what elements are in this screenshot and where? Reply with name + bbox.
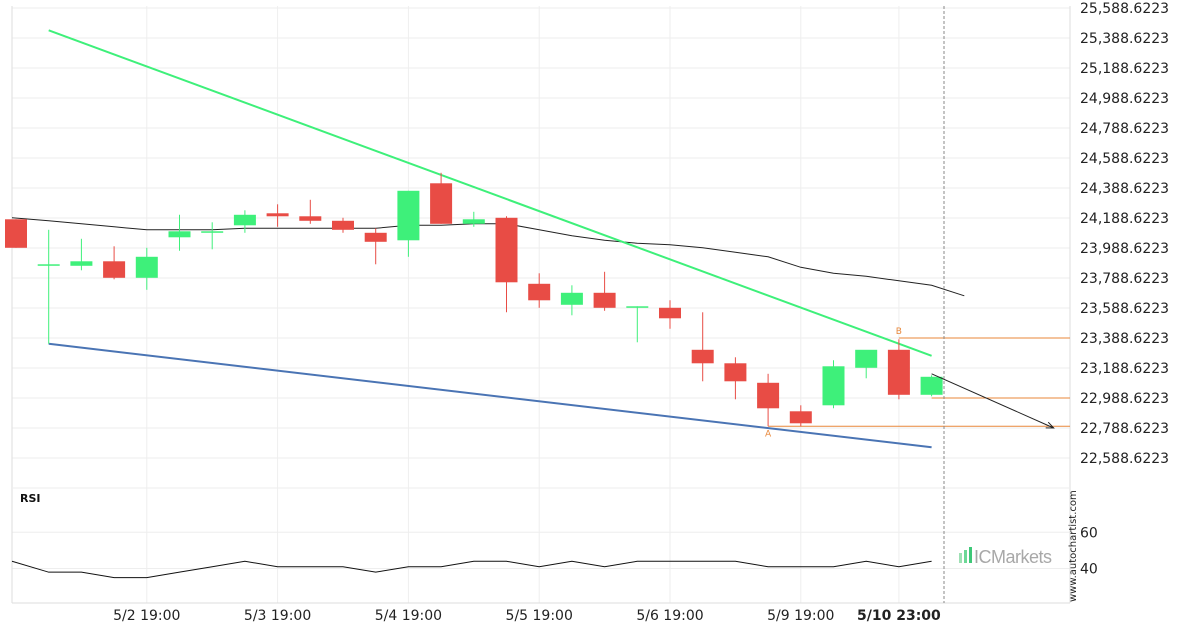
candle-body xyxy=(299,216,322,221)
price-tick-label: 24,188.6223 xyxy=(1080,211,1169,227)
candles-layer xyxy=(5,172,943,427)
candle-body xyxy=(5,219,27,248)
candle-body xyxy=(168,231,191,238)
candle-body xyxy=(397,190,420,241)
candle-body xyxy=(724,363,747,382)
time-tick-label: 5/3 19:00 xyxy=(244,608,311,624)
candle-body xyxy=(462,219,485,224)
candle-body xyxy=(135,256,158,278)
candle-body xyxy=(593,292,616,308)
candle-body xyxy=(757,382,780,409)
candle-body xyxy=(37,264,60,266)
candle-body xyxy=(495,217,518,283)
rsi-panel-title: RSI xyxy=(20,492,41,505)
price-tick-label: 23,188.6223 xyxy=(1080,361,1169,377)
upper-trendline xyxy=(48,29,932,357)
logo-text: ICMarkets xyxy=(974,547,1052,567)
candle-body xyxy=(691,349,714,364)
time-tick-label: 5/6 19:00 xyxy=(636,608,703,624)
moving-average-layer xyxy=(11,217,965,297)
rsi-tick-label: 60 xyxy=(1080,525,1098,541)
rsi-panel: RSI 60 40 xyxy=(11,492,1098,579)
price-tick-label: 24,988.6223 xyxy=(1080,91,1169,107)
price-tick-label: 23,988.6223 xyxy=(1080,241,1169,257)
price-tick-label: 25,388.6223 xyxy=(1080,31,1169,47)
pattern-point-label: A xyxy=(765,429,772,439)
candle-body xyxy=(789,411,812,424)
candle-body xyxy=(560,292,583,305)
candle-body xyxy=(920,376,943,395)
candle-body xyxy=(364,232,387,242)
candle-body xyxy=(855,349,878,368)
price-tick-label: 25,588.6223 xyxy=(1080,1,1169,17)
price-tick-label: 24,388.6223 xyxy=(1080,181,1169,197)
price-tick-label: 23,588.6223 xyxy=(1080,301,1169,317)
time-tick-label: 5/2 19:00 xyxy=(113,608,180,624)
candle-body xyxy=(822,366,845,406)
candle-body xyxy=(430,183,453,224)
price-tick-label: 22,988.6223 xyxy=(1080,391,1169,407)
price-tick-label: 23,388.6223 xyxy=(1080,331,1169,347)
price-tick-label: 22,788.6223 xyxy=(1080,421,1169,437)
price-tick-label: 25,188.6223 xyxy=(1080,61,1169,77)
lower-trendline xyxy=(48,342,932,449)
level-lines-layer: BA xyxy=(765,327,1070,439)
pattern-point-label: B xyxy=(896,327,902,337)
price-tick-label: 24,788.6223 xyxy=(1080,121,1169,137)
branding-logo: ICMarkets xyxy=(959,547,1053,567)
price-tick-label: 23,788.6223 xyxy=(1080,271,1169,287)
candle-body xyxy=(266,213,289,217)
candle-body xyxy=(528,283,551,301)
candle-body xyxy=(103,261,126,278)
grid-lines xyxy=(11,6,1071,604)
rsi-line xyxy=(11,560,932,579)
candle-body xyxy=(332,220,354,230)
candle-body xyxy=(887,349,910,395)
autochartist-watermark: www.autochartist.com xyxy=(1068,490,1079,602)
time-tick-label: 5/10 23:00 xyxy=(857,608,941,624)
projection-line xyxy=(931,373,1054,429)
candle-body xyxy=(70,261,93,266)
moving-average-line xyxy=(11,217,965,297)
logo-bar-2 xyxy=(964,550,967,563)
time-tick-label: 5/9 19:00 xyxy=(767,608,834,624)
trendline-layer xyxy=(48,29,932,449)
time-tick-label: 5/5 19:00 xyxy=(506,608,573,624)
candle-body xyxy=(233,214,256,226)
candle-body xyxy=(201,231,224,233)
projection-layer xyxy=(931,373,1055,429)
price-axis: 25,588.6223 25,388.6223 25,188.6223 24,988.… xyxy=(1080,1,1169,467)
price-tick-label: 22,588.6223 xyxy=(1080,451,1169,467)
logo-bar-3 xyxy=(969,547,972,563)
logo-bar-1 xyxy=(959,553,962,563)
candle-body xyxy=(659,307,681,319)
rsi-tick-label: 40 xyxy=(1080,562,1098,578)
time-tick-label: 5/4 19:00 xyxy=(375,608,442,624)
price-tick-label: 24,588.6223 xyxy=(1080,151,1169,167)
time-axis: 5/2 19:00 5/3 19:00 5/4 19:00 5/5 19:00 5/6 … xyxy=(113,608,941,624)
candle-body xyxy=(626,306,649,308)
projection-arrowhead xyxy=(1045,421,1055,429)
